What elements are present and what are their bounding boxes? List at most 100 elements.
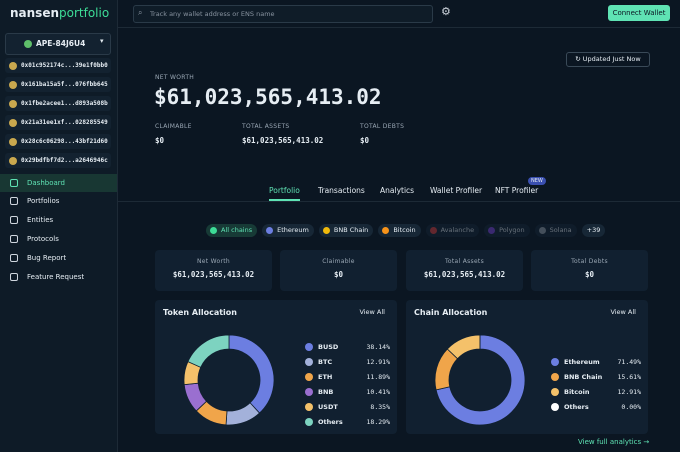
legend-row: Others 0.00%: [551, 402, 641, 412]
updated-button[interactable]: ↻ Updated Just Now: [566, 52, 650, 67]
stat-label: TOTAL ASSETS: [242, 123, 290, 130]
chain-icon: [322, 227, 330, 234]
legend-row: Others 18.29%: [305, 417, 390, 427]
legend-value: 8.35%: [370, 403, 390, 411]
address-icon: [9, 99, 17, 108]
nav-label: Feature Request: [27, 273, 85, 281]
legend-row: BNB Chain 15.61%: [551, 372, 641, 382]
settings-icon[interactable]: ⚙: [441, 5, 451, 18]
tab[interactable]: Transactions: [318, 186, 365, 195]
summary-card: Net Worth $61,023,565,413.02: [155, 250, 272, 291]
legend-value: 12.91%: [617, 388, 641, 396]
nav-icon: [10, 235, 18, 243]
address: 0x1fbe2acee1...d893a508b: [21, 100, 108, 107]
legend-name: USDT: [318, 403, 338, 411]
chain-chip[interactable]: Solana: [534, 224, 577, 237]
chain-chip[interactable]: Polygon: [484, 224, 530, 237]
address-row[interactable]: 0x21a31ee1xf...028285549: [5, 115, 111, 130]
donut-chart: [434, 334, 526, 426]
summary-card: Claimable $0: [280, 250, 397, 291]
address-row[interactable]: 0x01c952174c...39e1f0bb0: [5, 58, 111, 73]
legend-icon: [305, 358, 313, 366]
legend-icon: [305, 388, 313, 396]
nav-label: Entities: [27, 216, 54, 224]
nav-item[interactable]: Dashboard: [0, 174, 117, 192]
tab[interactable]: Wallet Profiler: [430, 186, 483, 195]
address-row[interactable]: 0x1fbe2acee1...d893a508b: [5, 96, 111, 111]
new-badge: NEW: [528, 177, 546, 185]
search-placeholder: Track any wallet address or ENS name: [150, 10, 275, 18]
address-icon: [9, 80, 17, 89]
legend-name: BNB: [318, 388, 334, 396]
chain-icon: [488, 227, 496, 234]
legend-value: 38.14%: [366, 343, 390, 351]
nav-label: Bug Report: [27, 254, 67, 262]
legend-value: 71.49%: [617, 358, 641, 366]
address-row[interactable]: 0x28c6c06298...43bf21d60: [5, 134, 111, 149]
wallet-selector[interactable]: APE-84J6U4 ▾: [5, 33, 111, 55]
chain-label: BNB Chain: [333, 226, 369, 234]
chain-chip[interactable]: All chains: [206, 224, 258, 237]
chain-icon: [210, 227, 217, 234]
card-label: Total Assets: [444, 258, 485, 265]
wallet-icon: [24, 40, 32, 48]
tab[interactable]: Portfolio: [269, 186, 300, 201]
net-worth-value: $61,023,565,413.02: [154, 85, 382, 109]
chain-chip[interactable]: +39: [581, 224, 606, 237]
legend-row: ETH 11.89%: [305, 372, 390, 382]
chain-label: Solana: [549, 226, 572, 234]
view-all-link[interactable]: View All: [610, 308, 636, 316]
nav-item[interactable]: Protocols: [0, 230, 117, 248]
tabs-divider: [118, 201, 680, 202]
tab[interactable]: Analytics: [380, 186, 415, 195]
chain-chip[interactable]: Avalanche: [425, 224, 480, 237]
chain-icon: [538, 227, 546, 234]
donut-segment: [187, 334, 230, 368]
legend-name: Others: [318, 418, 343, 426]
legend-value: 18.29%: [366, 418, 390, 426]
legend-value: 0.00%: [621, 403, 641, 411]
logo-product: portfolio: [59, 6, 110, 20]
tab[interactable]: NFT Profiler: [495, 186, 539, 195]
card-value: $0: [584, 270, 595, 279]
legend-name: BUSD: [318, 343, 339, 351]
legend-icon: [305, 343, 313, 351]
address-row[interactable]: 0x161ba15a5f...076fbb645: [5, 77, 111, 92]
nav-item[interactable]: Bug Report: [0, 249, 117, 267]
nav-icon: [10, 179, 18, 187]
nav-item[interactable]: Feature Request: [0, 268, 117, 286]
chain-chip[interactable]: Ethereum: [262, 224, 314, 237]
nav-item[interactable]: Portfolios: [0, 192, 117, 210]
chain-chip[interactable]: BNB Chain: [318, 224, 374, 237]
chain-chip[interactable]: Bitcoin: [378, 224, 421, 237]
connect-wallet-button[interactable]: Connect Wallet: [608, 5, 670, 21]
legend-value: 10.41%: [366, 388, 390, 396]
dropdown-caret: ▾: [100, 37, 104, 45]
logo[interactable]: nansenportfolio: [10, 6, 109, 20]
nav-label: Protocols: [27, 235, 59, 243]
legend-icon: [551, 373, 559, 381]
nav-label: Portfolios: [27, 197, 60, 205]
chain-filters: All chains Ethereum BNB Chain Bitcoin Avalan…: [206, 217, 610, 237]
card-label: Claimable: [322, 258, 355, 265]
card-label: Net Worth: [196, 258, 230, 265]
address-icon: [9, 118, 17, 127]
address-icon: [9, 61, 17, 70]
address-row[interactable]: 0x29bdfbf7d2...a2646946c: [5, 153, 111, 168]
stat-value: $61,023,565,413.02: [242, 136, 324, 145]
search-box[interactable]: ⌕ Track any wallet address or ENS name: [133, 5, 433, 23]
view-full-analytics-link[interactable]: View full analytics →: [578, 438, 650, 446]
nav-icon: [10, 254, 18, 262]
nav-icon: [10, 273, 18, 281]
legend-name: ETH: [318, 373, 333, 381]
stat-value: $0: [360, 136, 370, 145]
updated-label: Updated Just Now: [582, 55, 641, 63]
summary-card: Total Debts $0: [531, 250, 648, 291]
stat-value: $0: [155, 136, 165, 145]
card-title: Token Allocation: [163, 308, 237, 317]
nav-item[interactable]: Entities: [0, 211, 117, 229]
legend-name: BNB Chain: [564, 373, 603, 381]
summary-card: Total Assets $61,023,565,413.02: [406, 250, 523, 291]
view-all-link[interactable]: View All: [359, 308, 385, 316]
